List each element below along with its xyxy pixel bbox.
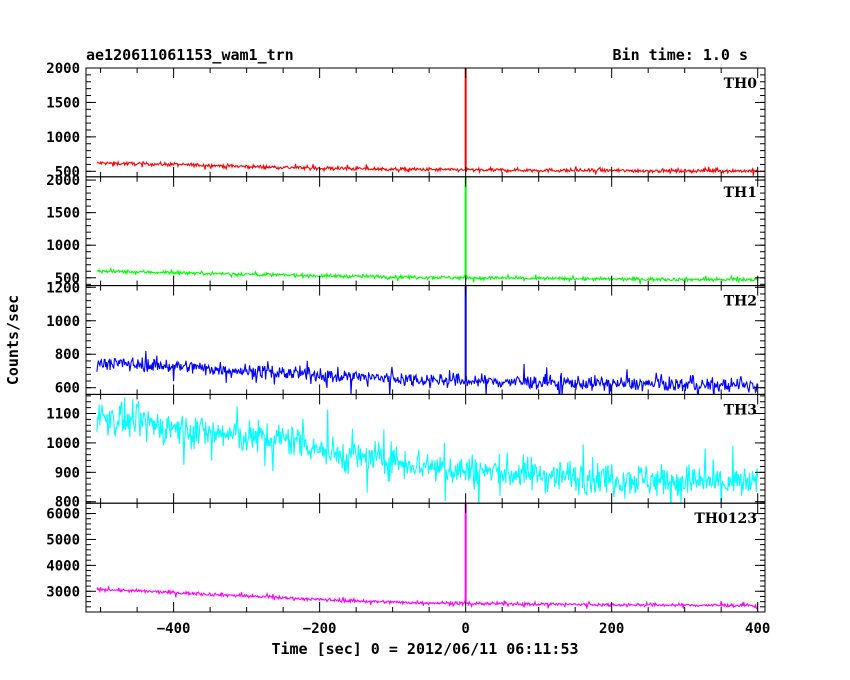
panel-th2: 600 800 1000 1200 TH2 <box>46 280 766 397</box>
y-tick-label: 500 <box>55 271 80 287</box>
y-tick-label: 6000 <box>46 507 80 523</box>
series-th1-line <box>96 266 759 285</box>
y-tick-label: 800 <box>55 347 80 363</box>
y-tick-label: 3000 <box>46 584 80 600</box>
y-tick-label: 2000 <box>46 173 80 189</box>
panel-label-th0: TH0 <box>724 76 758 92</box>
x-tick-label: 0 <box>461 621 469 637</box>
panel-th3: 800 900 1000 1100 TH3 <box>46 393 766 511</box>
panel-label-th2: TH2 <box>724 294 757 310</box>
panel-label-th0123: TH0123 <box>694 511 757 527</box>
y-tick-label: 2000 <box>46 61 80 77</box>
y-tick-label: 5000 <box>46 532 80 548</box>
panel-frame <box>85 502 766 613</box>
panel-th1: 500 1000 1500 2000 TH1 <box>46 173 766 287</box>
y-tick-label: 4000 <box>46 558 80 574</box>
series-th0123-line <box>96 585 759 610</box>
panel-label-th3: TH3 <box>724 402 757 418</box>
y-tick-label: 1000 <box>46 436 80 452</box>
x-axis-ticks: −400 −200 0 200 400 <box>157 621 771 637</box>
panel-th0123: 3000 4000 5000 6000 TH0123 <box>46 502 766 613</box>
panels-group: 500100015002000TH0500100015002000TH16008… <box>46 61 766 613</box>
y-tick-label: 900 <box>55 465 80 481</box>
y-tick-label: 800 <box>55 495 80 511</box>
x-tick-label: 200 <box>599 621 624 637</box>
x-axis-label: Time [sec] 0 = 2012/06/11 06:11:53 <box>271 640 578 658</box>
series-th2-line <box>96 350 759 395</box>
series-th3-line <box>96 397 759 504</box>
x-tick-label: −200 <box>303 621 337 637</box>
series-th0-line <box>96 159 759 176</box>
plot-title: ae120611061153_wam1_trn <box>86 46 294 64</box>
y-tick-label: 500 <box>55 164 80 180</box>
panel-label-th1: TH1 <box>724 185 757 201</box>
y-tick-label: 1000 <box>46 314 80 330</box>
panel-frame <box>85 176 766 287</box>
bin-time-label: Bin time: 1.0 s <box>613 46 748 64</box>
panel-th0: 500 1000 1500 2000 TH0 <box>46 61 766 180</box>
y-tick-label: 600 <box>55 381 80 397</box>
y-tick-label: 1500 <box>46 95 80 111</box>
x-tick-label: −400 <box>157 621 191 637</box>
y-tick-label: 1000 <box>46 130 80 146</box>
y-tick-label: 1100 <box>46 407 80 423</box>
y-tick-label: 1200 <box>46 280 80 296</box>
panel-frame <box>85 67 766 178</box>
panel-frame <box>85 285 766 395</box>
x-tick-label: 400 <box>745 621 770 637</box>
y-axis-label: Counts/sec <box>4 295 22 385</box>
y-tick-label: 1500 <box>46 206 80 222</box>
y-tick-label: 1000 <box>46 238 80 254</box>
